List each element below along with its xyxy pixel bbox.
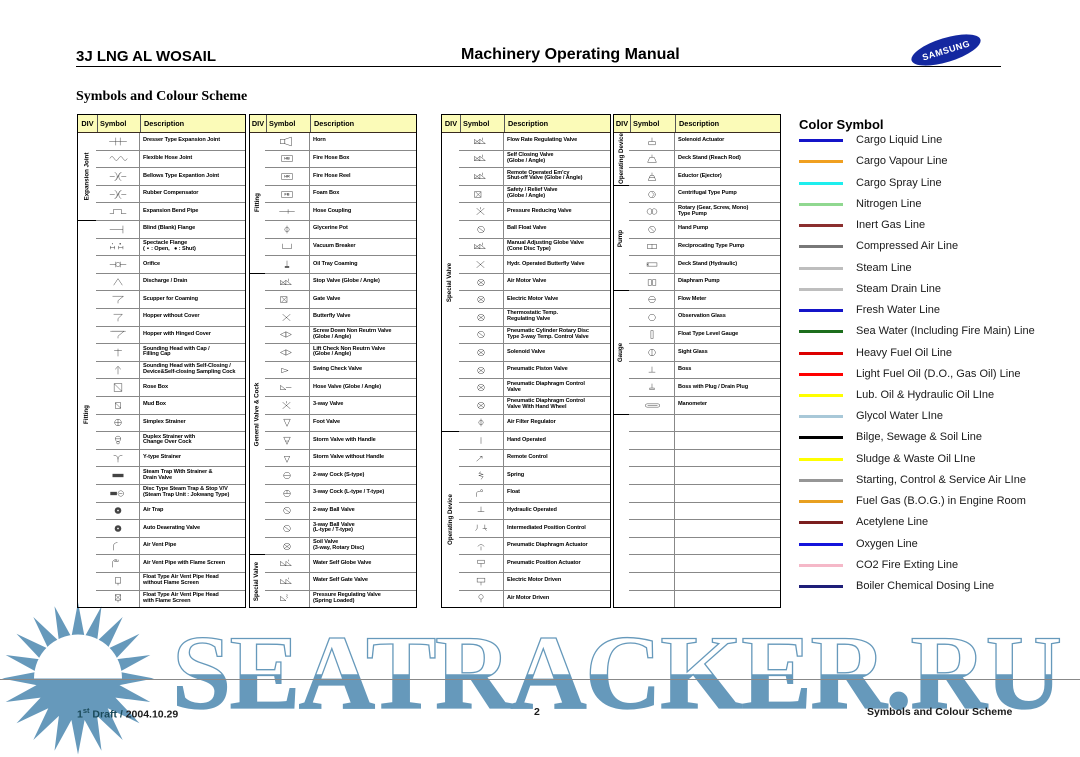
svg-text:FB: FB [284,192,289,196]
svg-text:HB: HB [284,157,290,161]
svg-text:HR: HR [284,175,290,179]
